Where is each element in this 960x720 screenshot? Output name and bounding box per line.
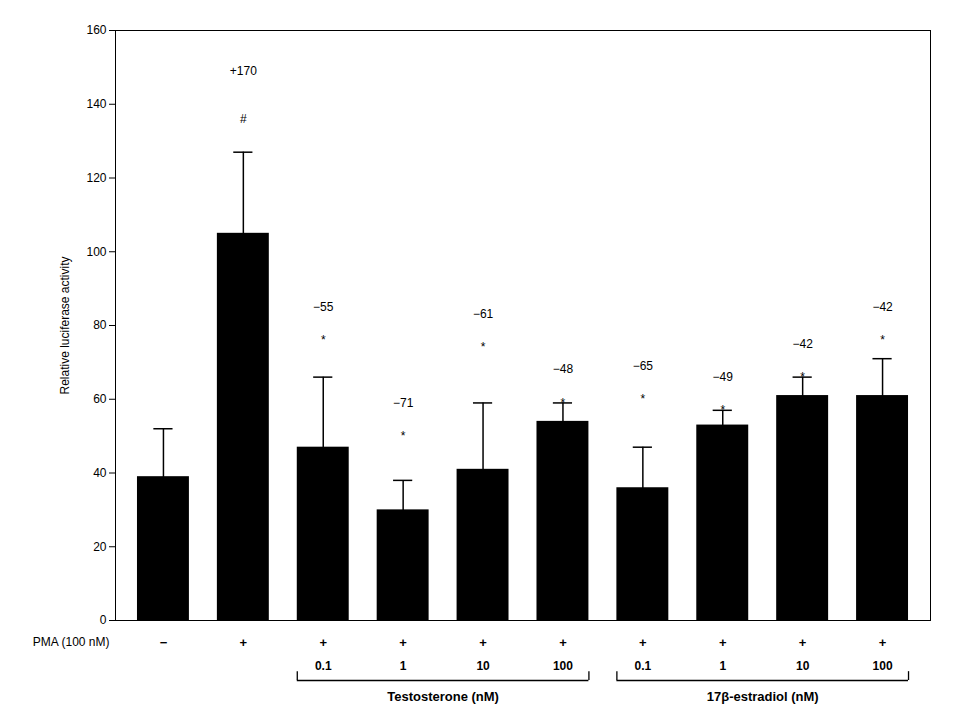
svg-text:80: 80 <box>93 318 107 332</box>
svg-text:160: 160 <box>86 23 106 37</box>
svg-text:10: 10 <box>476 659 490 673</box>
svg-text:60: 60 <box>93 392 107 406</box>
svg-text:PMA (100 nM): PMA (100 nM) <box>33 635 110 649</box>
svg-text:140: 140 <box>86 97 106 111</box>
svg-text:−: − <box>160 635 168 650</box>
svg-text:*: * <box>321 333 326 347</box>
svg-text:100: 100 <box>553 659 573 673</box>
svg-text:+170: +170 <box>230 64 257 78</box>
svg-text:+: + <box>879 635 887 650</box>
svg-text:−48: −48 <box>553 362 574 376</box>
svg-text:*: * <box>720 403 725 417</box>
svg-text:1: 1 <box>719 659 726 673</box>
svg-text:*: * <box>481 340 486 354</box>
svg-text:*: * <box>641 392 646 406</box>
svg-text:+: + <box>639 635 647 650</box>
svg-text:*: * <box>800 370 805 384</box>
svg-text:17β-estradiol (nM): 17β-estradiol (nM) <box>707 689 819 704</box>
svg-text:+: + <box>319 635 327 650</box>
svg-text:−49: −49 <box>713 370 734 384</box>
svg-text:*: * <box>401 429 406 443</box>
svg-text:Relative luciferase activity: Relative luciferase activity <box>58 256 72 394</box>
svg-text:100: 100 <box>873 659 893 673</box>
svg-text:+: + <box>799 635 807 650</box>
svg-text:+: + <box>479 635 487 650</box>
svg-text:#: # <box>240 112 247 126</box>
svg-text:−55: −55 <box>313 300 334 314</box>
svg-text:*: * <box>880 333 885 347</box>
svg-text:+: + <box>240 635 248 650</box>
svg-text:0.1: 0.1 <box>635 659 652 673</box>
svg-text:40: 40 <box>93 466 107 480</box>
svg-text:+: + <box>719 635 727 650</box>
svg-text:0.1: 0.1 <box>315 659 332 673</box>
svg-text:20: 20 <box>93 540 107 554</box>
svg-text:1: 1 <box>400 659 407 673</box>
svg-text:*: * <box>561 396 566 410</box>
svg-text:10: 10 <box>796 659 810 673</box>
svg-text:0: 0 <box>100 613 107 627</box>
svg-text:100: 100 <box>86 245 106 259</box>
svg-text:−42: −42 <box>872 300 893 314</box>
svg-text:−61: −61 <box>473 307 494 321</box>
svg-text:−65: −65 <box>633 359 654 373</box>
svg-text:120: 120 <box>86 171 106 185</box>
svg-text:+: + <box>559 635 567 650</box>
svg-text:−42: −42 <box>792 337 813 351</box>
svg-text:Testosterone (nM): Testosterone (nM) <box>387 689 499 704</box>
svg-text:−71: −71 <box>393 396 414 410</box>
svg-text:+: + <box>399 635 407 650</box>
